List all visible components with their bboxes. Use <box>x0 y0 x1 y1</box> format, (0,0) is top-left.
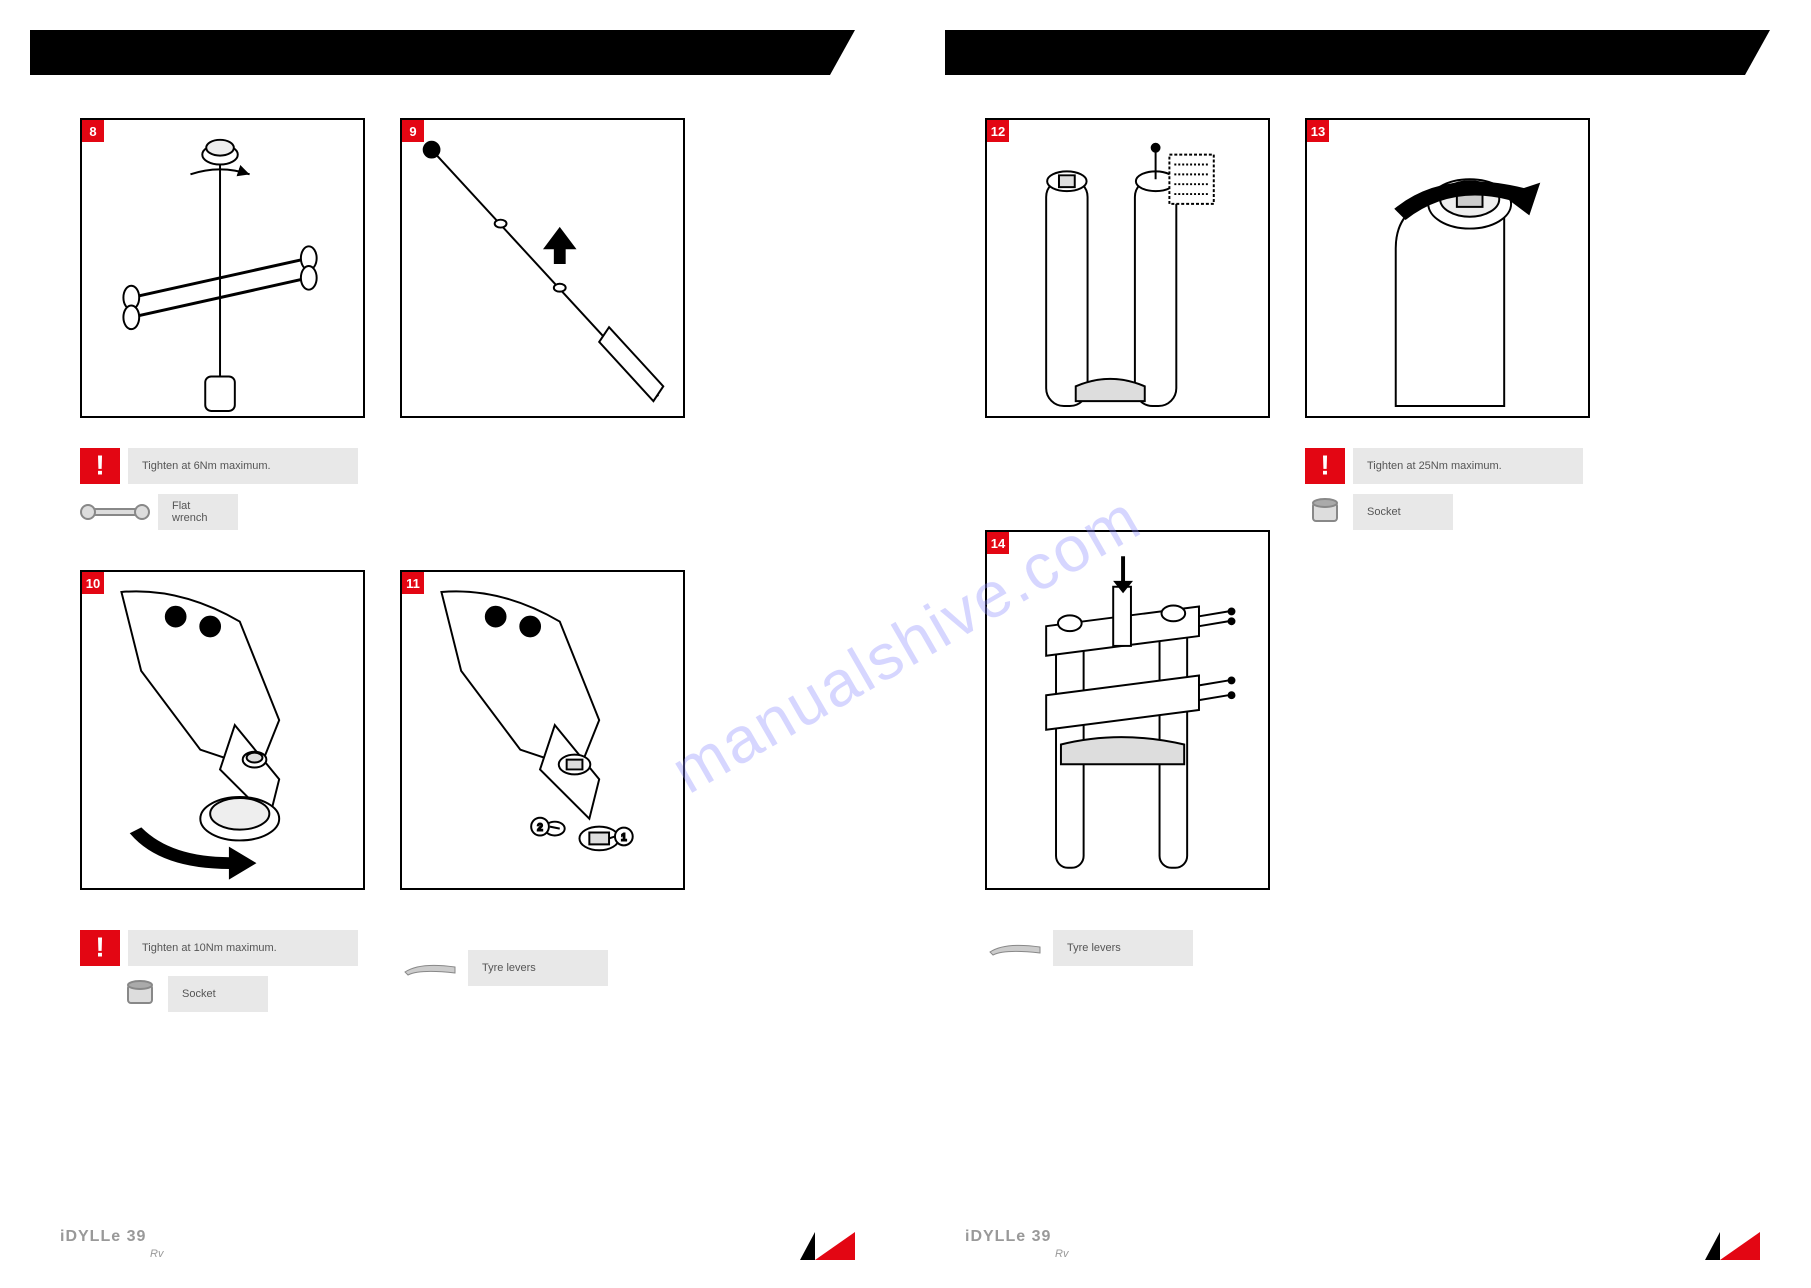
tool-label: Socket <box>168 976 268 1012</box>
logo-right: iDYLLe 39 Rv <box>965 1228 1068 1260</box>
diagram-bottom-cap-rotate <box>82 572 363 888</box>
page-corner-left <box>795 1232 855 1260</box>
warning-icon <box>1305 448 1345 484</box>
panel-tag: 11 <box>402 572 424 594</box>
tool-row-socket: Socket <box>120 976 268 1012</box>
warning-row-2: Tighten at 10Nm maximum. <box>80 930 358 966</box>
instruction-panel-9: 9 <box>400 118 685 418</box>
instruction-panel-13: 13 <box>1305 118 1590 418</box>
panel-tag: 14 <box>987 532 1009 554</box>
logo-sub: Rv <box>1055 1248 1068 1260</box>
warning-row-1: Tighten at 6Nm maximum. <box>80 448 358 484</box>
lever-icon <box>400 957 460 979</box>
diagram-bottom-parts: 2 1 <box>402 572 683 888</box>
manual-left-page: 8 9 <box>0 0 905 1288</box>
socket-icon <box>1305 497 1345 527</box>
tool-row-socket-right: Socket <box>1305 494 1453 530</box>
diagram-oil-measure <box>987 120 1268 416</box>
panel-tag: 13 <box>1307 120 1329 142</box>
instruction-panel-10: 10 <box>80 570 365 890</box>
svg-text:2: 2 <box>537 823 542 834</box>
header-bar-left <box>30 30 830 75</box>
logo-sub: Rv <box>150 1248 163 1260</box>
lever-icon <box>985 937 1045 959</box>
panel-tag: 10 <box>82 572 104 594</box>
warning-row-right: Tighten at 25Nm maximum. <box>1305 448 1583 484</box>
diagram-fork-assembly <box>987 532 1268 888</box>
warning-text: Tighten at 10Nm maximum. <box>128 930 358 966</box>
manual-right-page: 12 13 <box>905 0 1810 1288</box>
panel-tag: 12 <box>987 120 1009 142</box>
wrench-icon <box>80 501 150 523</box>
socket-icon <box>120 979 160 1009</box>
tool-row-levers-right: Tyre levers <box>985 930 1193 966</box>
logo-text: iDYLLe 39 <box>965 1228 1051 1246</box>
panel-tag: 8 <box>82 120 104 142</box>
page-corner-right <box>1700 1232 1760 1260</box>
diagram-top-cap-tighten <box>1307 120 1588 416</box>
logo-left: iDYLLe 39 Rv <box>60 1228 163 1260</box>
tool-row-levers-left: Tyre levers <box>400 950 608 986</box>
panel-tag: 9 <box>402 120 424 142</box>
tool-label: Tyre levers <box>1053 930 1193 966</box>
tool-label: Socket <box>1353 494 1453 530</box>
instruction-panel-14: 14 <box>985 530 1270 890</box>
warning-text: Tighten at 6Nm maximum. <box>128 448 358 484</box>
diagram-rod-wrenches <box>82 120 363 416</box>
warning-text: Tighten at 25Nm maximum. <box>1353 448 1583 484</box>
header-bar-right <box>945 30 1745 75</box>
warning-icon <box>80 930 120 966</box>
instruction-panel-8: 8 <box>80 118 365 418</box>
diagram-insert-rod <box>402 120 683 416</box>
tool-row-wrench: Flat wrench <box>80 494 238 530</box>
logo-text: iDYLLe 39 <box>60 1228 146 1246</box>
warning-icon <box>80 448 120 484</box>
svg-text:1: 1 <box>621 832 626 843</box>
instruction-panel-11: 11 2 1 <box>400 570 685 890</box>
instruction-panel-12: 12 <box>985 118 1270 418</box>
tool-label: Tyre levers <box>468 950 608 986</box>
tool-label: Flat wrench <box>158 494 238 530</box>
